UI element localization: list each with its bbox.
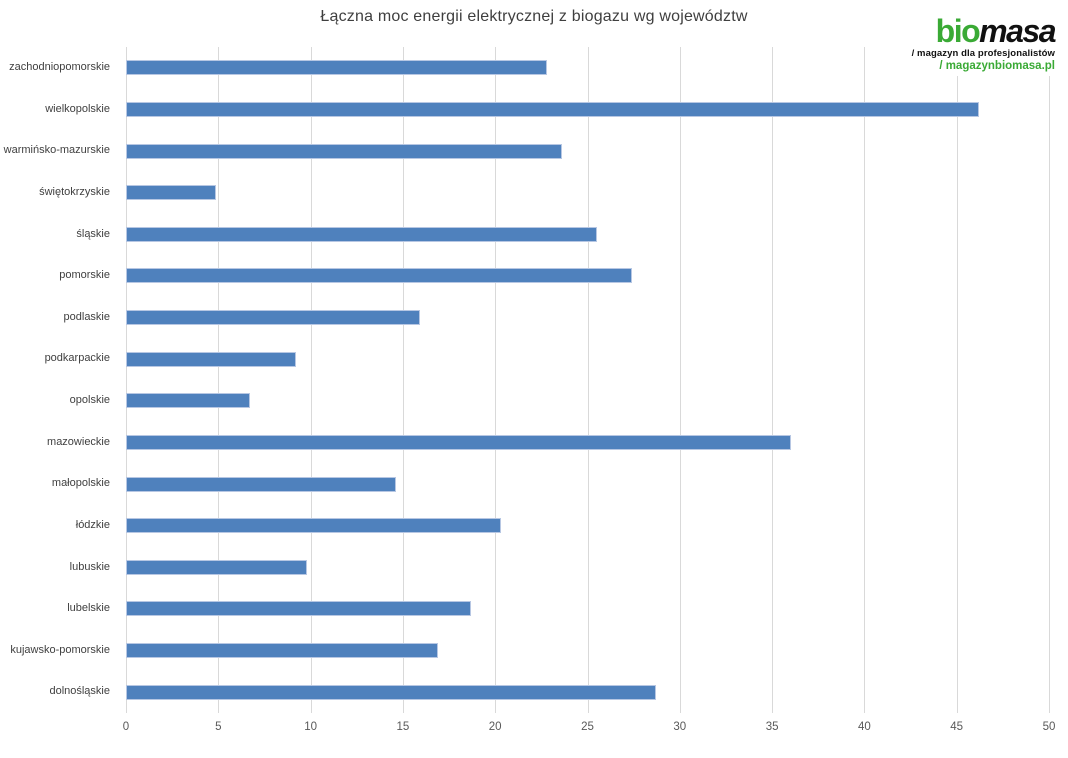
y-axis-label: pomorskie	[59, 269, 110, 282]
biomasa-wordmark: biomasa	[912, 15, 1057, 47]
bar-śląskie	[126, 226, 597, 242]
x-axis-labels: 0 5 10 15 20 25 30 35 40 45 50	[0, 721, 1068, 741]
y-axis-label: śląskie	[76, 227, 110, 240]
y-axis-label: zachodniopomorskie	[9, 61, 110, 73]
y-axis-labels: zachodniopomorskie wielkopolskie warmińsko…	[0, 47, 118, 713]
y-axis-label: lubuskie	[69, 560, 110, 573]
gridline-x-45	[956, 47, 958, 713]
bar-podkarpackie	[126, 351, 296, 367]
bar-lubelskie	[126, 601, 472, 617]
x-tick-label: 0	[122, 721, 130, 733]
bar-dolnośląskie	[126, 684, 656, 700]
y-axis-label: podkarpackie	[44, 352, 110, 365]
y-axis-label: lubelskie	[67, 602, 110, 615]
logo-masa-text: masa	[979, 13, 1056, 49]
x-tick-label: 25	[581, 721, 594, 733]
logo-tagline: / magazyn dla profesjonalistów	[911, 48, 1055, 60]
bar-mazowieckie	[126, 434, 791, 450]
y-axis-label: mazowieckie	[47, 435, 110, 448]
x-tick-label: 40	[857, 721, 871, 733]
gridline-x-25	[587, 47, 589, 713]
biomasa-logo: biomasa / magazyn dla profesjonalistów /…	[903, 15, 1057, 77]
x-tick-label: 10	[304, 721, 317, 733]
logo-bio-text: bio	[935, 13, 981, 49]
chart-title: Łączna moc energii elektrycznej z biogaz…	[320, 8, 748, 25]
gridline-x-35	[772, 47, 774, 713]
bar-kujawsko-pomorskie	[126, 643, 438, 659]
y-axis-label: łódzkie	[75, 518, 110, 531]
x-tick-label: 5	[215, 721, 222, 733]
y-axis-label: warmińsko-mazurskie	[3, 144, 110, 157]
gridline-x-0	[126, 47, 127, 713]
y-axis-label: wielkopolskie	[45, 102, 110, 115]
plot-area	[126, 47, 1050, 713]
bar-podlaskie	[126, 310, 420, 326]
y-axis-label: podlaskie	[63, 310, 110, 323]
bar-opolskie	[126, 393, 250, 409]
gridline-x-40	[864, 47, 866, 713]
gridline-x-10	[310, 47, 312, 713]
y-axis-label: małopolskie	[51, 477, 110, 490]
bar-świętokrzyskie	[126, 185, 217, 201]
y-axis-label: świętokrzyskie	[39, 185, 110, 198]
bar-pomorskie	[126, 268, 632, 284]
bar-małopolskie	[126, 476, 396, 492]
bar-wielkopolskie	[126, 101, 979, 117]
x-tick-label: 35	[765, 721, 779, 733]
x-tick-label: 15	[396, 721, 410, 733]
y-axis-label: dolnośląskie	[49, 685, 110, 698]
x-tick-label: 50	[1042, 721, 1056, 733]
gridline-x-5	[218, 47, 220, 713]
x-tick-label: 20	[488, 721, 502, 733]
gridline-x-20	[495, 47, 497, 713]
y-axis-label: opolskie	[69, 394, 110, 406]
bar-łódzkie	[126, 518, 501, 534]
bar-zachodniopomorskie	[126, 60, 547, 76]
y-axis-label: kujawsko-pomorskie	[10, 643, 110, 656]
gridline-x-30	[679, 47, 681, 713]
logo-website: / magazynbiomasa.pl	[939, 59, 1055, 72]
gridline-x-50	[1049, 47, 1050, 713]
x-tick-label: 45	[950, 721, 964, 733]
bar-lubuskie	[126, 559, 307, 575]
bar-warmińsko-mazurskie	[126, 143, 562, 159]
gridline-x-15	[402, 47, 404, 713]
x-tick-label: 30	[673, 721, 687, 733]
